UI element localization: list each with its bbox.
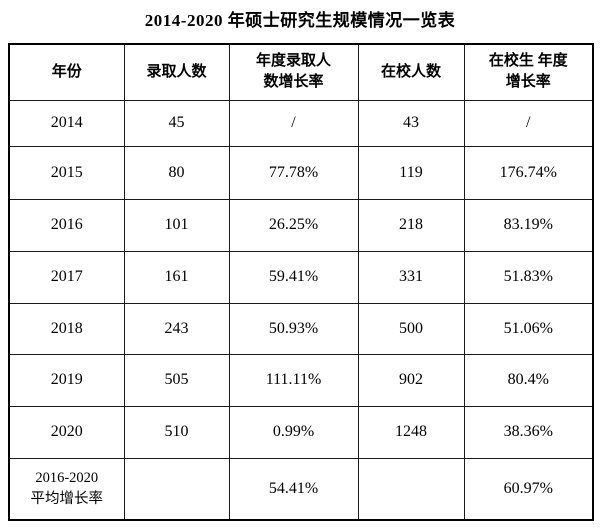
cell-enrolled-growth: 51.06% — [463, 302, 594, 355]
cell-year: 2016-2020 平均增长率 — [8, 457, 125, 521]
cell-admitted: 510 — [123, 405, 230, 459]
table-row-average: 2016-2020 平均增长率 54.41% 60.97% — [8, 457, 594, 521]
cell-enrolled-growth: 38.36% — [463, 405, 594, 459]
cell-admitted-growth: 111.11% — [228, 353, 359, 407]
cell-enrolled-growth: 80.4% — [463, 353, 594, 407]
cell-enrolled: 902 — [357, 353, 465, 407]
header-cell-admitted-growth: 年度录取人 数增长率 — [228, 43, 359, 101]
cell-enrolled-growth: 176.74% — [463, 145, 594, 200]
cell-admitted: 243 — [123, 302, 230, 355]
cell-admitted: 505 — [123, 353, 230, 407]
cell-year: 2018 — [8, 302, 125, 355]
cell-admitted-growth: 26.25% — [228, 198, 359, 252]
cell-enrolled: 218 — [357, 198, 465, 252]
table-body: 2014 45 / 43 / 2015 80 77.78% 119 176.74… — [8, 99, 594, 521]
header-cell-enrolled: 在校人数 — [357, 43, 465, 101]
cell-admitted-growth: 59.41% — [228, 250, 359, 304]
cell-admitted — [123, 457, 230, 521]
cell-enrolled-growth: / — [463, 99, 594, 147]
cell-admitted-growth: 77.78% — [228, 145, 359, 200]
cell-year: 2020 — [8, 405, 125, 459]
cell-enrolled: 119 — [357, 145, 465, 200]
cell-enrolled: 1248 — [357, 405, 465, 459]
table-row-2016: 2016 101 26.25% 218 83.19% — [8, 198, 594, 252]
table-header: 年份 录取人数 年度录取人 数增长率 在校人数 在校生 年度 增长率 — [8, 43, 594, 101]
cell-year: 2016 — [8, 198, 125, 252]
cell-admitted-growth: 0.99% — [228, 405, 359, 459]
table-row-2019: 2019 505 111.11% 902 80.4% — [8, 353, 594, 407]
cell-year: 2019 — [8, 353, 125, 407]
cell-year: 2014 — [8, 99, 125, 147]
header-cell-admitted: 录取人数 — [123, 43, 230, 101]
header-row: 年份 录取人数 年度录取人 数增长率 在校人数 在校生 年度 增长率 — [8, 43, 594, 101]
cell-year: 2017 — [8, 250, 125, 304]
cell-enrolled: 331 — [357, 250, 465, 304]
cell-enrolled-growth: 83.19% — [463, 198, 594, 252]
table-row-2014: 2014 45 / 43 / — [8, 99, 594, 147]
table-row-2020: 2020 510 0.99% 1248 38.36% — [8, 405, 594, 459]
table-row-2017: 2017 161 59.41% 331 51.83% — [8, 250, 594, 304]
enrollment-table: 年份 录取人数 年度录取人 数增长率 在校人数 在校生 年度 增长率 2014 … — [8, 43, 594, 521]
cell-enrolled — [357, 457, 465, 521]
cell-admitted-growth: 50.93% — [228, 302, 359, 355]
cell-admitted: 161 — [123, 250, 230, 304]
header-cell-year: 年份 — [8, 43, 125, 101]
cell-admitted-growth: 54.41% — [228, 457, 359, 521]
header-cell-enrolled-growth: 在校生 年度 增长率 — [463, 43, 594, 101]
cell-year: 2015 — [8, 145, 125, 200]
table-row-2018: 2018 243 50.93% 500 51.06% — [8, 302, 594, 355]
cell-admitted-growth: / — [228, 99, 359, 147]
cell-enrolled: 43 — [357, 99, 465, 147]
cell-admitted: 80 — [123, 145, 230, 200]
cell-admitted: 101 — [123, 198, 230, 252]
cell-admitted: 45 — [123, 99, 230, 147]
cell-enrolled-growth: 51.83% — [463, 250, 594, 304]
cell-enrolled: 500 — [357, 302, 465, 355]
cell-enrolled-growth: 60.97% — [463, 457, 594, 521]
page-title: 2014-2020 年硕士研究生规模情况一览表 — [144, 11, 456, 30]
table-row-2015: 2015 80 77.78% 119 176.74% — [8, 145, 594, 200]
